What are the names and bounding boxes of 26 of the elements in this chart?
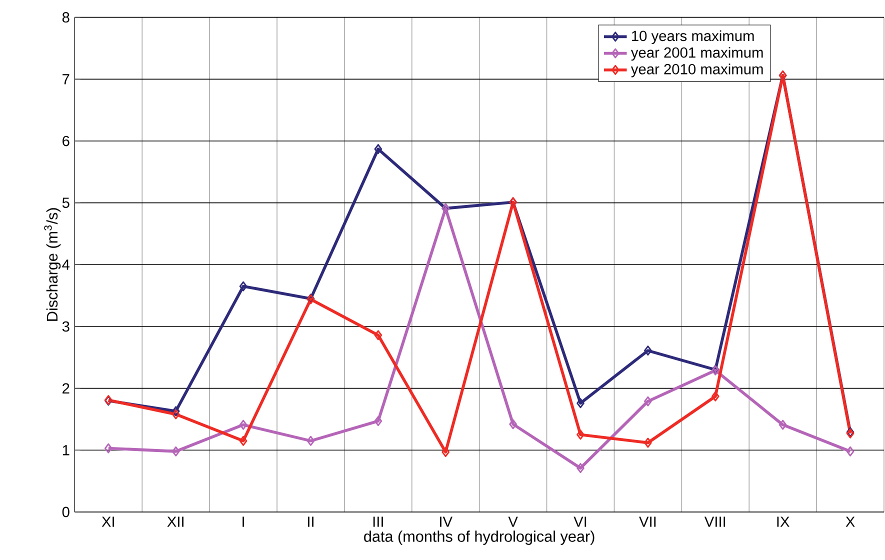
x-tick-label: VII (639, 516, 656, 527)
x-tick-label: I (242, 516, 244, 527)
y-tick-label: 7 (62, 74, 70, 84)
x-axis-title: data (months of hydrological year) (364, 530, 594, 545)
y-axis-title: Discharge (m$^{3}$/s) (44, 208, 61, 321)
x-tick-label: III (373, 516, 383, 527)
y-tick-label: 0 (62, 506, 70, 518)
x-tick-label: V (508, 516, 518, 527)
x-tick-label: VIII (704, 516, 726, 527)
legend-label: 10 years maximum (632, 30, 754, 44)
y-tick-label: 6 (62, 136, 70, 146)
x-tick-label: IV (440, 516, 452, 527)
x-tick-label: VI (574, 516, 586, 527)
legend-label: year 2001 maximum (630, 46, 763, 61)
y-tick-label: 5 (62, 198, 70, 208)
y-tick-label: 2 (62, 383, 70, 394)
y-tick-label: 8 (62, 12, 70, 23)
x-tick-label: XI (102, 516, 114, 527)
y-tick-label: 1 (62, 445, 70, 456)
y-tick-label: 3 (62, 321, 70, 332)
x-tick-label: X (846, 516, 855, 527)
y-tick-label: 4 (62, 260, 70, 270)
x-tick-label: XII (167, 516, 184, 527)
x-tick-label: IX (777, 516, 790, 527)
legend-label: year 2010 maximum (630, 64, 763, 78)
x-tick-label: II (308, 516, 314, 527)
